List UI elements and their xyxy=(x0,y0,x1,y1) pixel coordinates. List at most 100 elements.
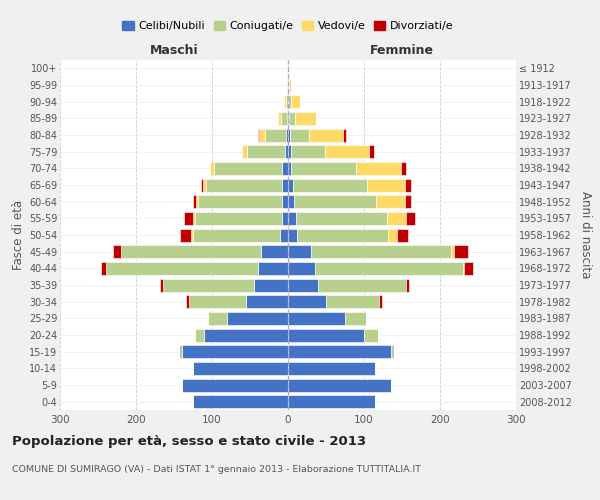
Bar xyxy=(193,362,288,375)
Bar xyxy=(291,95,300,108)
Bar xyxy=(193,395,288,408)
Bar xyxy=(288,362,376,375)
Bar xyxy=(288,245,311,258)
Bar xyxy=(282,162,288,175)
Bar xyxy=(196,195,199,208)
Bar xyxy=(288,395,376,408)
Text: COMUNE DI SUMIRAGO (VA) - Dati ISTAT 1° gennaio 2013 - Elaborazione TUTTITALIA.I: COMUNE DI SUMIRAGO (VA) - Dati ISTAT 1° … xyxy=(12,465,421,474)
Bar xyxy=(194,212,282,225)
Bar xyxy=(101,262,106,275)
Bar xyxy=(406,278,409,291)
Bar xyxy=(203,178,206,192)
Bar xyxy=(278,112,281,125)
Bar xyxy=(160,278,163,291)
Bar xyxy=(288,128,290,141)
Bar xyxy=(463,262,464,275)
Bar xyxy=(285,145,288,158)
Bar xyxy=(288,278,319,291)
Bar xyxy=(208,312,227,325)
Text: Popolazione per età, sesso e stato civile - 2013: Popolazione per età, sesso e stato civil… xyxy=(12,435,366,448)
Bar xyxy=(106,262,257,275)
Bar xyxy=(397,228,408,241)
Bar xyxy=(296,212,387,225)
Bar xyxy=(242,145,247,158)
Bar xyxy=(202,178,203,192)
Bar xyxy=(282,212,288,225)
Bar xyxy=(290,128,308,141)
Bar xyxy=(293,178,367,192)
Bar xyxy=(391,345,394,358)
Bar xyxy=(195,328,205,342)
Bar xyxy=(199,195,282,208)
Bar xyxy=(205,328,288,342)
Bar xyxy=(254,278,288,291)
Bar xyxy=(325,145,370,158)
Bar xyxy=(191,228,193,241)
Bar xyxy=(405,178,411,192)
Bar xyxy=(288,112,289,125)
Bar xyxy=(287,78,288,92)
Bar xyxy=(288,228,297,241)
Bar xyxy=(364,328,377,342)
Bar xyxy=(289,78,291,92)
Bar xyxy=(388,228,397,241)
Bar xyxy=(451,245,454,258)
Bar xyxy=(288,78,289,92)
Bar xyxy=(163,278,254,291)
Bar xyxy=(182,378,288,392)
Bar xyxy=(319,278,406,291)
Bar xyxy=(376,195,405,208)
Bar xyxy=(288,212,296,225)
Bar xyxy=(291,162,356,175)
Bar xyxy=(343,128,346,141)
Bar xyxy=(326,295,379,308)
Bar xyxy=(259,128,265,141)
Bar xyxy=(184,212,193,225)
Bar xyxy=(406,212,415,225)
Legend: Celibi/Nubili, Coniugati/e, Vedovi/e, Divorziati/e: Celibi/Nubili, Coniugati/e, Vedovi/e, Di… xyxy=(118,16,458,36)
Bar xyxy=(288,145,291,158)
Y-axis label: Fasce di età: Fasce di età xyxy=(11,200,25,270)
Bar xyxy=(454,245,468,258)
Bar xyxy=(308,128,343,141)
Bar xyxy=(295,112,316,125)
Bar xyxy=(113,245,121,258)
Text: Femmine: Femmine xyxy=(370,44,434,57)
Bar xyxy=(387,212,406,225)
Bar xyxy=(297,228,388,241)
Bar xyxy=(214,162,282,175)
Bar xyxy=(288,345,391,358)
Bar xyxy=(257,262,288,275)
Bar xyxy=(281,112,287,125)
Bar xyxy=(288,378,391,392)
Bar xyxy=(345,312,366,325)
Text: Maschi: Maschi xyxy=(149,44,199,57)
Bar xyxy=(370,145,374,158)
Bar xyxy=(288,95,291,108)
Bar xyxy=(193,228,280,241)
Bar xyxy=(311,245,451,258)
Bar xyxy=(193,212,194,225)
Bar xyxy=(288,178,293,192)
Bar xyxy=(193,195,196,208)
Bar xyxy=(289,112,295,125)
Bar xyxy=(288,328,364,342)
Bar xyxy=(379,295,382,308)
Bar xyxy=(286,128,288,141)
Bar xyxy=(280,228,288,241)
Bar xyxy=(180,228,191,241)
Bar xyxy=(314,262,463,275)
Bar xyxy=(182,345,288,358)
Bar xyxy=(211,162,214,175)
Bar xyxy=(288,295,326,308)
Bar xyxy=(257,128,259,141)
Bar xyxy=(246,295,288,308)
Bar xyxy=(247,145,285,158)
Bar xyxy=(356,162,401,175)
Bar xyxy=(464,262,473,275)
Bar xyxy=(288,195,294,208)
Bar xyxy=(367,178,405,192)
Bar xyxy=(405,195,411,208)
Bar xyxy=(265,128,286,141)
Bar xyxy=(179,345,182,358)
